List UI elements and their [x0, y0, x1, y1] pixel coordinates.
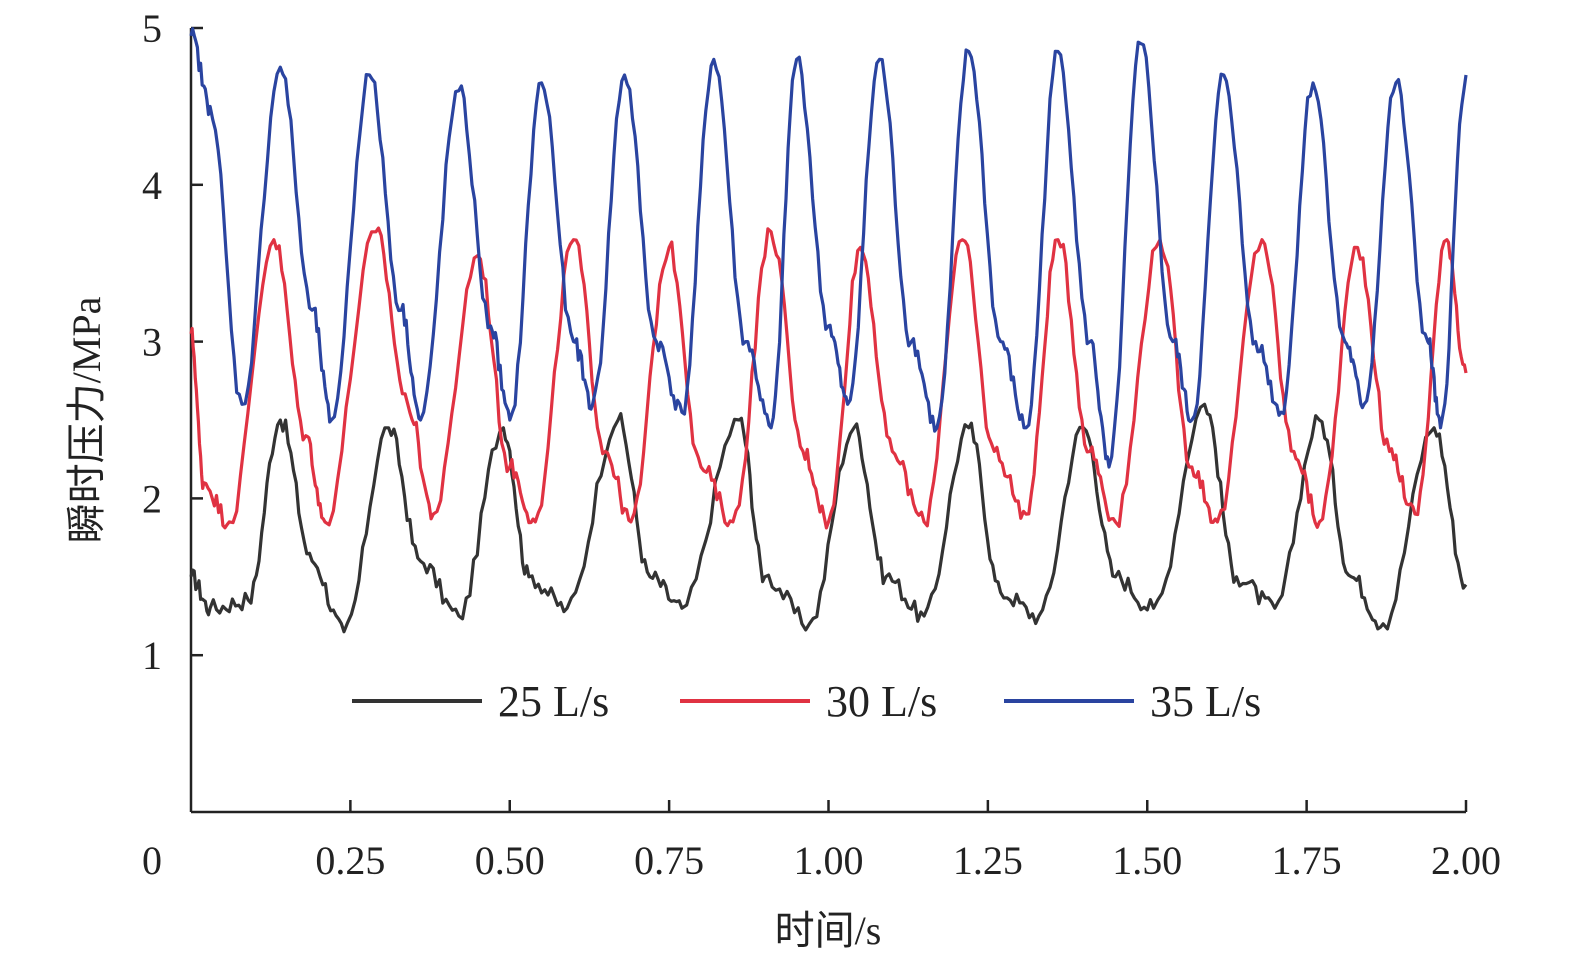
y-tick-label: 4 — [142, 163, 162, 208]
x-tick-label: 1.00 — [794, 838, 864, 883]
series-layer — [189, 27, 1468, 634]
x-tick-label: 1.75 — [1272, 838, 1342, 883]
x-tick-label: 0.75 — [634, 838, 704, 883]
x-tick-label: 2.00 — [1431, 838, 1501, 883]
legend-label-2: 30 L/s — [826, 677, 937, 726]
x-tick-label: 1.50 — [1112, 838, 1182, 883]
series-line-2 — [189, 226, 1468, 530]
legend: 25 L/s 30 L/s 35 L/s — [352, 677, 1261, 726]
x-tick-label: 0.50 — [475, 838, 545, 883]
x-tick-label: 0.25 — [315, 838, 385, 883]
x-tick-label: 0 — [142, 838, 162, 883]
series-line-1 — [189, 402, 1468, 634]
x-axis-title: 时间/s — [775, 908, 882, 953]
legend-label-3: 35 L/s — [1150, 677, 1261, 726]
x-tick-label: 1.25 — [953, 838, 1023, 883]
y-tick-label: 1 — [142, 633, 162, 678]
y-tick-label: 2 — [142, 476, 162, 521]
y-axis-title: 瞬时压力/MPa — [64, 296, 109, 543]
y-tick-label: 5 — [142, 6, 162, 51]
series-line-3 — [189, 27, 1468, 469]
legend-label-1: 25 L/s — [498, 677, 609, 726]
y-tick-label: 3 — [142, 320, 162, 365]
axes: 0 0.25 0.50 0.75 1.00 1.25 1.50 1.75 2.00 1 2 3 4 5 — [142, 6, 1501, 883]
